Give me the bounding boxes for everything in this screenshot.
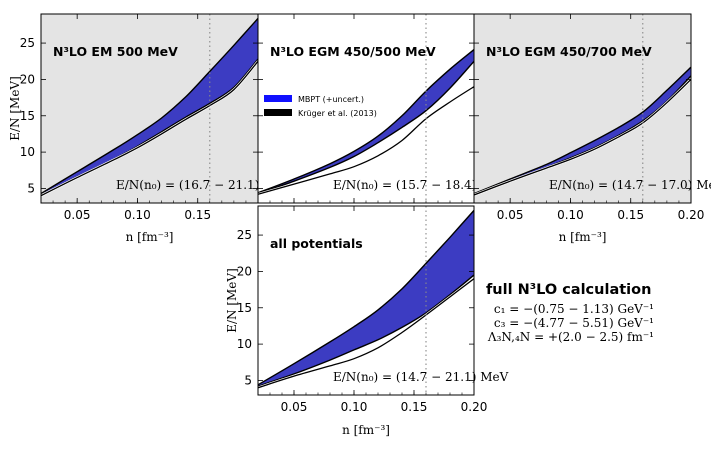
info-line-lambda: Λ₃N,₄N = +(2.0 − 2.5) fm⁻¹ bbox=[487, 330, 654, 344]
x-tick-label: 0.10 bbox=[124, 208, 151, 222]
info-line-c1: c₁ = −(0.75 − 1.13) GeV⁻¹ bbox=[493, 302, 654, 316]
x-tick-label: 0.15 bbox=[401, 400, 428, 414]
y-tick-label: 20 bbox=[237, 264, 252, 278]
y-tick-label: 5 bbox=[244, 373, 252, 387]
x-axis-label: n [fm⁻³] bbox=[126, 230, 174, 244]
band-upper-edge bbox=[41, 17, 258, 195]
x-axis-label: n [fm⁻³] bbox=[559, 230, 607, 244]
saturation-annotation: E/N(n₀) = (14.7 − 21.1) MeV bbox=[333, 370, 509, 384]
panel-4: 0.05 0.10 0.15 0.20 5 10 15 20 25 n [fm⁻³] E/N [Me… bbox=[225, 205, 509, 437]
legend-label-mbpt: MBPT (+uncert.) bbox=[298, 95, 364, 104]
y-axis-label: E/N [MeV] bbox=[8, 76, 22, 141]
kruger-line bbox=[474, 78, 691, 196]
x-tick-label: 0.20 bbox=[461, 400, 488, 414]
y-tick-label: 10 bbox=[20, 145, 35, 159]
y-tick-label: 15 bbox=[237, 301, 252, 315]
info-line-c3: c₃ = −(4.77 − 5.51) GeV⁻¹ bbox=[493, 316, 654, 330]
panel-title: N³LO EGM 450/700 MeV bbox=[486, 44, 652, 59]
kruger-line bbox=[258, 86, 474, 195]
panel-title: all potentials bbox=[270, 236, 363, 251]
legend-label-kruger: Krüger et al. (2013) bbox=[298, 109, 377, 118]
saturation-annotation: E/N(n₀) = (16.7 − 21.1) MeV bbox=[116, 178, 292, 192]
plot-area bbox=[41, 14, 258, 203]
kruger-line bbox=[258, 278, 474, 389]
x-tick-label: 0.20 bbox=[678, 208, 705, 222]
x-tick-label: 0.05 bbox=[497, 208, 524, 222]
info-box: full N³LO calculation c₁ = −(0.75 − 1.13… bbox=[484, 282, 704, 344]
band-upper-edge bbox=[258, 49, 474, 194]
y-tick-label: 15 bbox=[20, 109, 35, 123]
y-tick-label: 25 bbox=[237, 228, 252, 242]
y-axis-label: E/N [MeV] bbox=[225, 268, 239, 333]
info-title: full N³LO calculation bbox=[486, 282, 652, 298]
band-lower-edge bbox=[258, 60, 474, 195]
panel-3: 0.05 0.10 0.15 0.20 n [fm⁻³] N³LO EGM 450/700… bbox=[473, 13, 711, 244]
panel-1: 0.05 0.10 0.15 5 10 15 20 25 n [fm⁻³] E/N [MeV] N³… bbox=[8, 13, 292, 244]
band-upper-edge bbox=[474, 66, 691, 195]
y-tick-label: 20 bbox=[20, 72, 35, 86]
x-tick-label: 0.05 bbox=[281, 400, 308, 414]
saturation-annotation: E/N(n₀) = (15.7 − 18.4) MeV bbox=[333, 178, 509, 192]
band-lower-edge bbox=[258, 274, 474, 387]
x-tick-label: 0.05 bbox=[64, 208, 91, 222]
mbpt-band bbox=[258, 210, 474, 387]
plot-area bbox=[474, 14, 691, 203]
x-tick-label: 0.10 bbox=[557, 208, 584, 222]
x-tick-label: 0.15 bbox=[184, 208, 211, 222]
kruger-line bbox=[41, 60, 258, 197]
panel-2: N³LO EGM 450/500 MeV E/N(n₀) = (15.7 − 18… bbox=[257, 13, 509, 204]
y-tick-label: 25 bbox=[20, 36, 35, 50]
legend-swatch-kruger bbox=[264, 109, 292, 116]
y-tick-label: 10 bbox=[237, 337, 252, 351]
plot-area bbox=[258, 206, 474, 395]
saturation-annotation: E/N(n₀) = (14.7 − 17.0) MeV bbox=[549, 178, 711, 192]
legend: MBPT (+uncert.) Krüger et al. (2013) bbox=[264, 95, 377, 118]
panel-title: N³LO EGM 450/500 MeV bbox=[270, 44, 436, 59]
panel-title: N³LO EM 500 MeV bbox=[53, 44, 178, 59]
x-tick-label: 0.10 bbox=[341, 400, 368, 414]
band-upper-edge bbox=[258, 209, 474, 386]
x-axis-label: n [fm⁻³] bbox=[342, 423, 390, 437]
x-tick-label: 0.15 bbox=[617, 208, 644, 222]
y-tick-label: 5 bbox=[27, 181, 35, 195]
legend-swatch-mbpt bbox=[264, 95, 292, 102]
plot-area bbox=[258, 14, 474, 203]
